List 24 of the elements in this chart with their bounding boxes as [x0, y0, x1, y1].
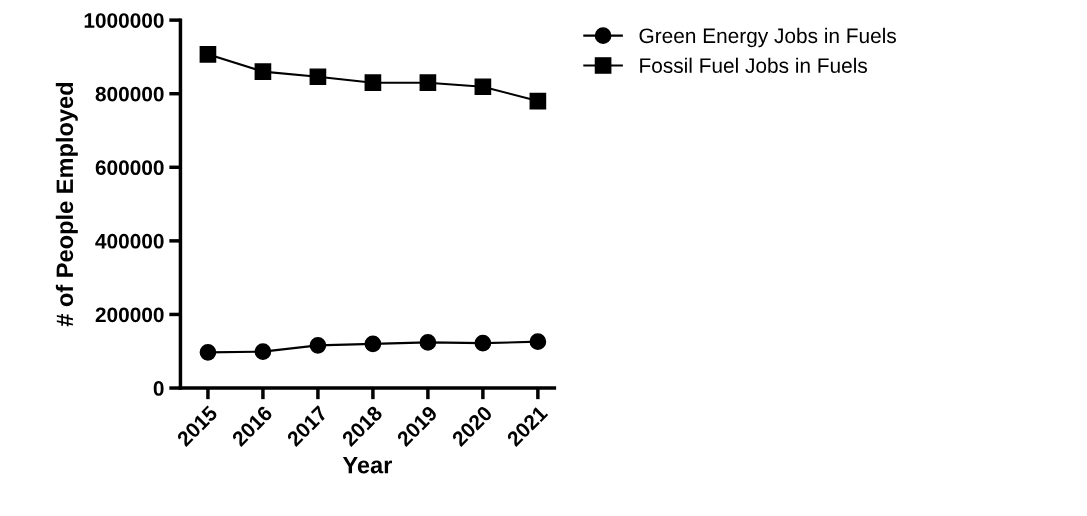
point [364, 74, 382, 92]
point [309, 68, 327, 86]
point [254, 63, 272, 80]
y-tick-label: 1000000 [84, 13, 164, 28]
point [254, 343, 272, 360]
point [364, 335, 382, 353]
point [529, 92, 547, 110]
point [474, 334, 492, 352]
point [199, 46, 217, 63]
point [529, 333, 547, 351]
y-tick-label: 0 [153, 381, 164, 396]
legend-label: Green Energy Jobs in Fuels [639, 27, 896, 48]
x-axis-title: Year [342, 456, 392, 474]
y-tick-label: 400000 [95, 233, 164, 249]
y-tick-label: 800000 [95, 86, 164, 102]
y-tick-label: 200000 [95, 307, 164, 323]
point [419, 334, 437, 351]
point [419, 74, 437, 92]
point [474, 78, 492, 96]
point [199, 344, 217, 361]
y-axis-title: # of People Employed [55, 82, 78, 327]
y-tick-label: 600000 [95, 160, 164, 176]
point [309, 337, 327, 354]
legend-label: Fossil Fuel Jobs in Fuels [640, 57, 867, 73]
